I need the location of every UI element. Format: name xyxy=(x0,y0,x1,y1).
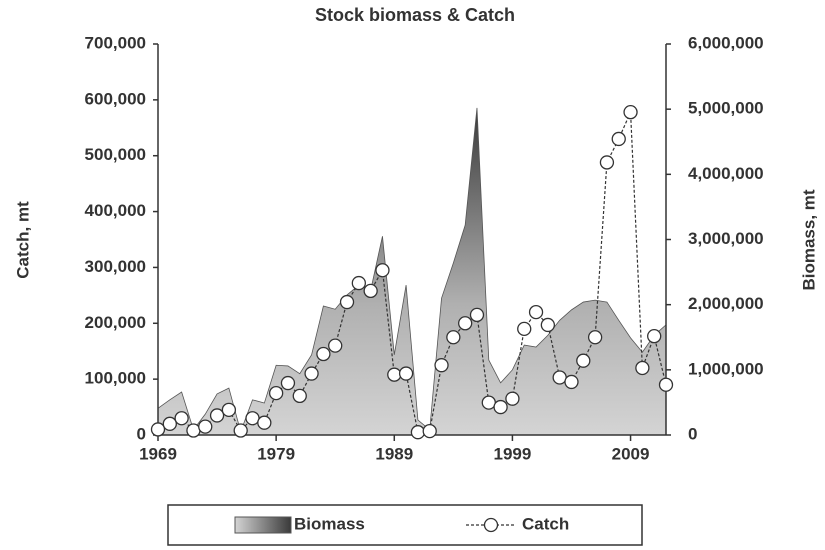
catch-marker xyxy=(209,408,225,423)
legend-marker xyxy=(483,517,499,533)
catch-marker xyxy=(552,370,567,385)
catch-marker xyxy=(174,411,189,426)
legend-box xyxy=(167,504,643,546)
catch-marker xyxy=(611,131,626,147)
catch-marker xyxy=(540,317,556,333)
y-tick-label: 300,000 xyxy=(85,257,146,276)
y-axis-label: Catch, mt xyxy=(13,201,32,279)
catch-marker xyxy=(233,423,248,438)
catch-marker xyxy=(422,423,437,439)
catch-marker xyxy=(398,366,414,381)
y2-tick-label: 4,000,000 xyxy=(688,164,764,183)
catch-marker xyxy=(647,328,662,344)
chart-title: Stock biomass & Catch xyxy=(315,5,515,25)
y-tick-label: 700,000 xyxy=(85,33,146,52)
catch-marker xyxy=(481,395,496,410)
x-tick-label: 1999 xyxy=(494,444,532,463)
catch-marker xyxy=(351,275,366,291)
catch-marker xyxy=(623,104,638,120)
catch-marker xyxy=(658,377,674,392)
catch-marker xyxy=(446,330,461,345)
catch-marker xyxy=(458,316,473,331)
catch-marker xyxy=(268,385,284,401)
catch-marker xyxy=(186,423,201,438)
catch-marker xyxy=(434,358,449,373)
x-tick-label: 1979 xyxy=(257,444,295,463)
y2-tick-label: 6,000,000 xyxy=(688,33,764,52)
y-tick-label: 0 xyxy=(137,424,146,443)
catch-marker xyxy=(328,338,343,353)
y2-tick-label: 3,000,000 xyxy=(688,229,764,248)
catch-marker xyxy=(505,391,520,406)
x-tick-label: 2009 xyxy=(612,444,650,463)
x-tick-label: 1969 xyxy=(139,444,177,463)
x-tick-label: 1989 xyxy=(375,444,413,463)
y-tick-label: 100,000 xyxy=(85,369,146,388)
catch-marker xyxy=(162,416,177,431)
catch-marker xyxy=(292,388,307,404)
catch-marker xyxy=(517,321,532,337)
legend-swatch xyxy=(234,516,292,534)
catch-marker xyxy=(493,399,508,415)
catch-marker xyxy=(257,415,272,430)
y-tick-label: 600,000 xyxy=(85,89,146,108)
catch-marker xyxy=(375,263,390,278)
y-tick-label: 200,000 xyxy=(85,313,146,332)
y2-tick-label: 2,000,000 xyxy=(688,294,764,313)
catch-marker xyxy=(576,353,591,368)
catch-marker xyxy=(304,366,319,381)
catch-marker xyxy=(221,402,237,418)
catch-marker xyxy=(316,346,331,362)
catch-marker xyxy=(198,419,213,434)
catch-marker xyxy=(363,283,378,299)
catch-marker xyxy=(635,360,650,376)
catch-marker xyxy=(587,330,603,345)
legend-label: Catch xyxy=(522,514,569,533)
catch-marker xyxy=(387,367,402,382)
legend-label: Biomass xyxy=(294,514,365,533)
catch-marker xyxy=(564,374,579,390)
y2-axis-label: Biomass, mt xyxy=(799,189,818,290)
catch-marker xyxy=(339,294,355,310)
catch-marker xyxy=(245,411,260,426)
y2-tick-label: 5,000,000 xyxy=(688,99,764,118)
catch-marker xyxy=(528,304,544,320)
catch-marker xyxy=(150,422,166,437)
catch-marker xyxy=(469,307,485,323)
y-tick-label: 500,000 xyxy=(85,145,146,164)
catch-marker xyxy=(599,155,615,170)
y2-tick-label: 1,000,000 xyxy=(688,359,764,378)
catch-marker xyxy=(280,375,296,391)
biomass-area xyxy=(157,107,667,436)
catch-marker xyxy=(410,425,426,440)
y2-tick-label: 0 xyxy=(688,424,697,443)
y-tick-label: 400,000 xyxy=(85,201,146,220)
